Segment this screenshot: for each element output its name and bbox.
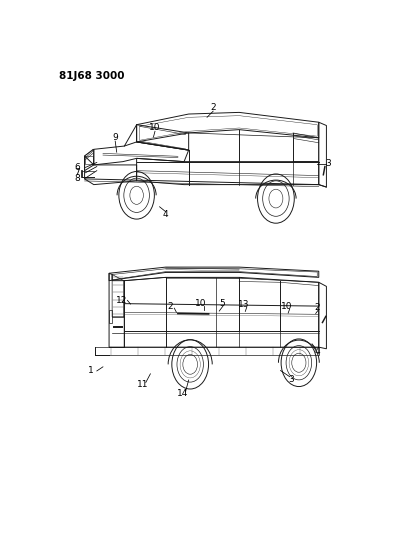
Text: 81J68 3000: 81J68 3000 (58, 71, 124, 82)
Text: 5: 5 (220, 299, 225, 308)
Text: 10: 10 (281, 302, 292, 311)
Text: 3: 3 (325, 159, 331, 168)
Bar (109, 310, 112, 322)
Text: 13: 13 (238, 301, 250, 309)
Text: 3: 3 (288, 375, 294, 384)
Text: 2: 2 (211, 102, 216, 111)
Text: 14: 14 (177, 390, 188, 399)
Bar (85, 156, 93, 164)
Text: 2: 2 (314, 303, 320, 312)
Text: 10: 10 (149, 123, 161, 132)
Text: 1: 1 (88, 367, 94, 375)
Text: 11: 11 (137, 381, 149, 390)
Text: 10: 10 (195, 299, 207, 308)
Text: 8: 8 (74, 174, 80, 183)
Text: 2: 2 (167, 302, 173, 311)
Text: 12: 12 (116, 296, 127, 305)
Text: 6: 6 (74, 163, 80, 172)
Text: 4: 4 (163, 209, 169, 219)
Text: 7: 7 (74, 168, 80, 177)
Text: 9: 9 (112, 133, 118, 142)
Text: 4: 4 (314, 347, 320, 356)
